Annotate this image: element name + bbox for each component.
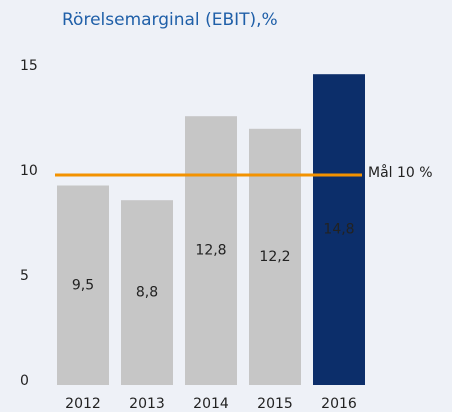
value-label: 9,5 — [72, 277, 94, 293]
bar — [57, 185, 109, 385]
y-tick-label: 10 — [20, 163, 38, 179]
y-tick-label: 5 — [20, 268, 29, 284]
y-tick-label: 0 — [20, 373, 29, 389]
bar — [121, 200, 173, 385]
y-tick-label: 15 — [20, 58, 38, 74]
x-tick-label: 2013 — [129, 396, 165, 412]
value-label: 8,8 — [136, 285, 158, 301]
x-tick-label: 2014 — [193, 396, 229, 412]
value-label: 12,8 — [195, 243, 226, 259]
target-label: Mål 10 % — [368, 164, 433, 181]
bar — [185, 116, 237, 385]
x-tick-label: 2015 — [257, 396, 293, 412]
bar — [313, 74, 365, 385]
x-tick-label: 2016 — [321, 396, 357, 412]
x-tick-label: 2012 — [65, 396, 101, 412]
bar — [249, 128, 301, 386]
chart-title: Rörelsemarginal (EBIT),% — [62, 10, 278, 30]
value-label: 14,8 — [323, 222, 354, 238]
value-label: 12,2 — [259, 249, 290, 265]
